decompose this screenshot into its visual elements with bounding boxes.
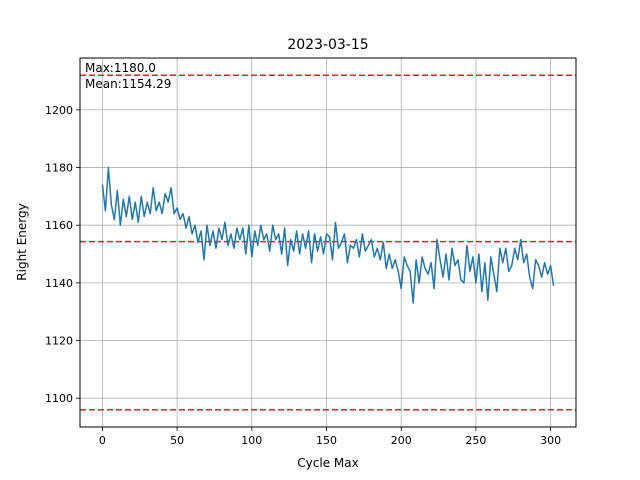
annotation-max: Max:1180.0 xyxy=(85,61,156,75)
y-tick-label: 1180 xyxy=(45,162,73,175)
x-tick-label: 100 xyxy=(241,434,262,447)
x-tick-label: 250 xyxy=(465,434,486,447)
y-axis-ticks: 1100 1120 1140 1160 1180 1200 xyxy=(45,104,80,405)
x-tick-label: 50 xyxy=(170,434,184,447)
reference-lines xyxy=(80,74,576,411)
x-tick-label: 300 xyxy=(540,434,561,447)
series-line xyxy=(101,166,555,304)
y-tick-label: 1200 xyxy=(45,104,73,117)
x-axis-label: Cycle Max xyxy=(297,456,358,470)
y-tick-label: 1160 xyxy=(45,219,73,232)
y-tick-label: 1140 xyxy=(45,277,73,290)
y-tick-label: 1100 xyxy=(45,392,73,405)
grid xyxy=(80,58,576,427)
annotation-mean: Mean:1154.29 xyxy=(85,77,171,91)
y-axis-label: Right Energy xyxy=(15,203,29,280)
x-tick-label: 150 xyxy=(316,434,337,447)
plot-frame xyxy=(79,57,577,428)
x-tick-label: 200 xyxy=(391,434,412,447)
y-tick-label: 1120 xyxy=(45,335,73,348)
x-tick-label: 0 xyxy=(99,434,106,447)
x-axis-ticks: 0 50 100 150 200 250 300 xyxy=(99,427,561,447)
chart-title: 2023-03-15 xyxy=(287,37,368,53)
